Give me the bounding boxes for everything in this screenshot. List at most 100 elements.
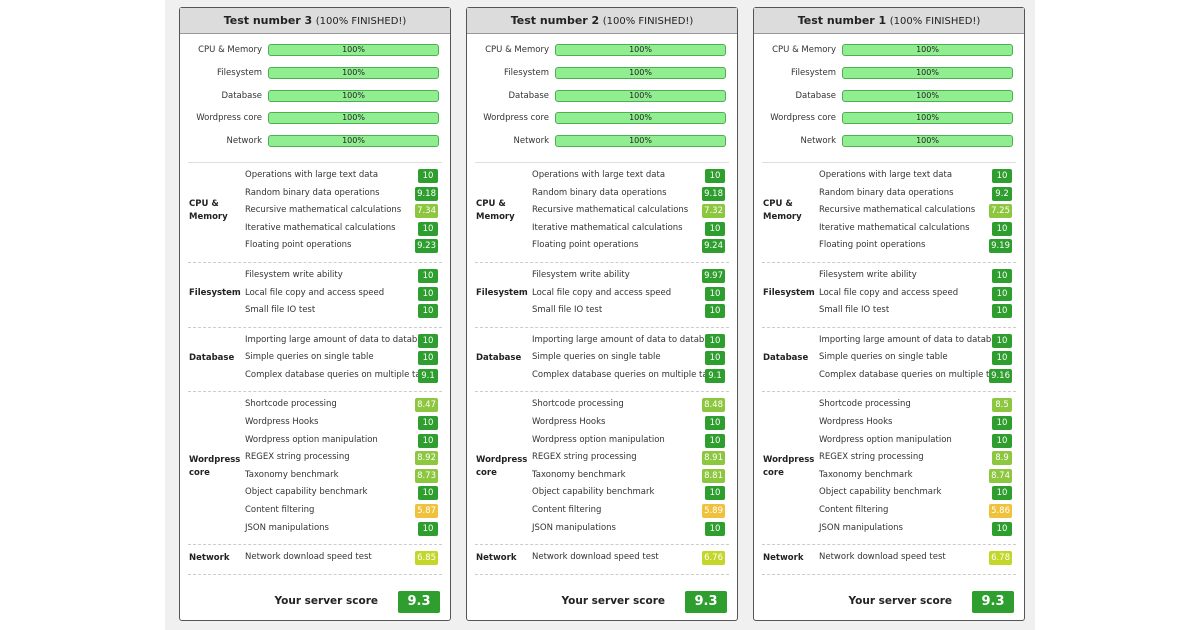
test-label: Wordpress Hooks [532, 416, 606, 427]
separator [475, 162, 729, 163]
test-score: 9.97 [702, 268, 725, 283]
separator [188, 573, 442, 575]
test-label: REGEX string processing [532, 452, 637, 463]
test-label: Small file IO test [819, 305, 890, 316]
test-score: 10 [992, 333, 1012, 348]
test-label: Importing large amount of data to databa… [819, 334, 1007, 345]
test-label: Random binary data operations [819, 187, 954, 198]
test-score: 8.9 [992, 451, 1012, 466]
test-label: Complex database queries on multiple tab… [532, 369, 725, 380]
test-score: 5.87 [415, 503, 438, 518]
separator [762, 573, 1016, 575]
progress-label: Database [221, 90, 262, 101]
group-name: Database [189, 352, 235, 363]
progress-label: Database [508, 90, 549, 101]
group-name: CPU & Memory [763, 199, 802, 223]
test-score: 9.23 [415, 239, 438, 254]
group-name: Wordpress core [476, 454, 528, 478]
test-label: Wordpress Hooks [245, 416, 319, 427]
panel-header: Test number 3 (100% FINISHED!) [180, 8, 450, 34]
test-label: Filesystem write ability [532, 269, 630, 280]
separator [762, 162, 1016, 163]
test-label: Floating point operations [245, 240, 352, 251]
test-label: Wordpress Hooks [819, 416, 893, 427]
progress-label: CPU & Memory [485, 45, 549, 55]
separator [188, 391, 442, 393]
group-name: Network [476, 552, 517, 563]
test-label: Local file copy and access speed [819, 287, 959, 298]
test-score: 6.85 [415, 551, 438, 565]
test-score: 8.92 [415, 451, 438, 466]
test-label: Local file copy and access speed [532, 287, 672, 298]
result-panel: Test number 1 (100% FINISHED!) CPU & Memo… [753, 7, 1025, 621]
test-score: 9.18 [702, 186, 725, 201]
test-label: Operations with large text data [245, 170, 379, 180]
group-name: Network [189, 552, 230, 563]
separator [475, 261, 729, 263]
test-label: Shortcode processing [819, 399, 911, 410]
test-label: Recursive mathematical calculations [532, 205, 689, 216]
test-label: Iterative mathematical calculations [532, 222, 683, 233]
background: Test number 3 (100% FINISHED!) CPU & Memo… [165, 0, 1035, 630]
server-score: 9.3 [685, 591, 727, 613]
progress-label: Network [226, 136, 263, 147]
test-score: 7.34 [415, 204, 438, 219]
test-score: 10 [418, 433, 438, 448]
test-score: 10 [418, 304, 438, 319]
test-score: 8.74 [989, 468, 1012, 483]
test-score: 8.47 [415, 398, 438, 413]
test-score: 9.2 [992, 186, 1012, 201]
test-score: 10 [705, 351, 725, 366]
test-label: Small file IO test [245, 305, 316, 316]
group-name: CPU & Memory [189, 199, 228, 223]
test-score: 6.76 [702, 551, 725, 565]
progress-bar: 100% [268, 135, 439, 148]
progress-label: Network [800, 136, 837, 147]
test-score: 10 [418, 351, 438, 366]
test-label: Floating point operations [532, 240, 639, 251]
group-name: Wordpress core [763, 454, 815, 478]
test-label: Simple queries on single table [245, 352, 374, 363]
test-score: 10 [418, 286, 438, 301]
test-score: 9.24 [702, 239, 725, 254]
test-label: Network download speed test [819, 552, 946, 562]
test-score: 10 [705, 433, 725, 448]
test-score: 10 [705, 304, 725, 319]
separator [762, 261, 1016, 263]
progress-bar: 100% [842, 66, 1013, 79]
test-label: Operations with large text data [819, 170, 953, 180]
panel-header: Test number 1 (100% FINISHED!) [754, 8, 1024, 34]
progress-label: CPU & Memory [198, 45, 262, 55]
test-label: Random binary data operations [245, 187, 380, 198]
panel-header: Test number 2 (100% FINISHED!) [467, 8, 737, 34]
test-label: Small file IO test [532, 305, 603, 316]
score-label: Your server score [274, 595, 379, 607]
test-label: Content filtering [245, 504, 315, 515]
separator [188, 326, 442, 328]
progress-bar: 100% [555, 44, 726, 56]
test-score: 10 [705, 221, 725, 236]
progress-bar: 100% [555, 89, 726, 102]
test-score: 8.48 [702, 398, 725, 413]
test-score: 10 [705, 521, 725, 536]
progress-bar: 100% [842, 112, 1013, 125]
separator [188, 162, 442, 163]
test-score: 5.86 [989, 503, 1012, 518]
group-name: CPU & Memory [476, 199, 515, 223]
server-score: 9.3 [972, 591, 1014, 613]
test-label: JSON manipulations [245, 522, 329, 533]
test-score: 10 [418, 333, 438, 348]
test-label: Object capability benchmark [819, 487, 942, 498]
test-score: 10 [992, 169, 1012, 183]
test-score: 10 [705, 333, 725, 348]
separator [762, 544, 1016, 545]
group-name: Database [476, 352, 522, 363]
test-score: 9.1 [705, 368, 725, 383]
test-label: Complex database queries on multiple tab… [245, 369, 438, 380]
separator [475, 391, 729, 393]
test-score: 10 [418, 268, 438, 283]
test-label: Wordpress option manipulation [532, 434, 665, 445]
test-score: 10 [992, 415, 1012, 430]
test-label: Simple queries on single table [532, 352, 661, 363]
test-label: Iterative mathematical calculations [245, 222, 396, 233]
